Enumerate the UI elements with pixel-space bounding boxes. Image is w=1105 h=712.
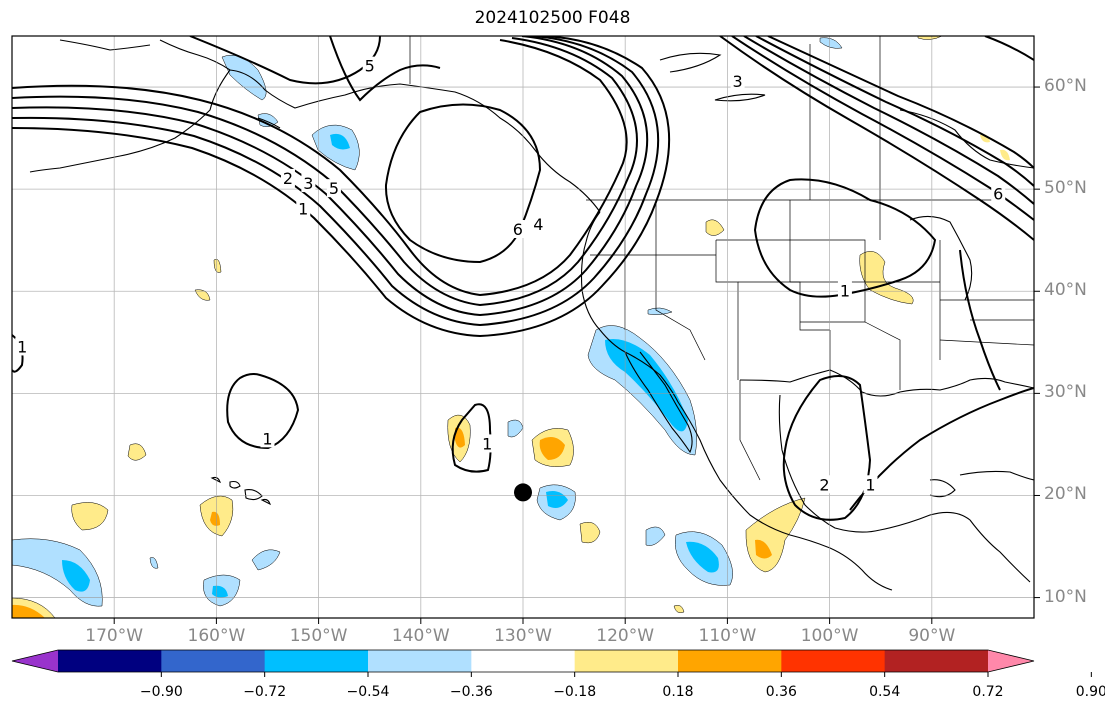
contour-label-bg (480, 434, 495, 453)
contour-label: 2 (819, 475, 829, 494)
lon-tick-label: 160°W (187, 626, 246, 646)
axis-ticks (113, 86, 1040, 624)
colorbar-segment (264, 650, 369, 672)
contour-label-bg (817, 475, 832, 494)
colorbar-segment (471, 650, 576, 672)
lon-tick-label: 170°W (85, 626, 144, 646)
lat-tick-label: 40°N (1044, 280, 1087, 301)
lon-tick-label: 90°W (908, 626, 956, 646)
contour-label-bg (991, 184, 1006, 203)
contour-label: 1 (298, 200, 308, 219)
contour-label-bg (280, 168, 295, 187)
lon-tick-label: 130°W (494, 626, 552, 646)
state-borders (409, 36, 1034, 481)
contour-label: 1 (865, 475, 875, 494)
colorbar-segment (161, 650, 266, 672)
lat-tick-label: 50°N (1044, 178, 1087, 199)
colorbar-tick-label: 0.36 (765, 684, 797, 700)
anomaly-shading (12, 36, 1010, 618)
contour-label: 1 (262, 429, 272, 448)
colorbar-segment (678, 650, 782, 672)
lat-tick-label: 60°N (1044, 76, 1087, 97)
colorbar-segment (368, 650, 472, 672)
colorbar-segment (781, 650, 886, 672)
contour-label-bg (15, 337, 30, 356)
contour-label-bg (326, 179, 341, 198)
contour-label: 5 (329, 179, 339, 198)
colorbar-segment (988, 650, 1034, 672)
colorbar-tick-label: 0.72 (972, 684, 1004, 700)
lon-tick-label: 100°W (800, 626, 859, 646)
contour-label-bg (260, 429, 275, 448)
contour-label-bg (730, 71, 745, 90)
colorbar-tick-label: 0.54 (869, 684, 901, 700)
contour-label-bg (863, 475, 878, 494)
contour-label: 1 (840, 281, 850, 300)
lon-tick-label: 110°W (698, 626, 757, 646)
contour-label-bg (837, 281, 852, 300)
colorbar-tick-label: −0.72 (243, 684, 287, 700)
contour-label: 6 (513, 220, 523, 239)
location-marker (514, 483, 532, 502)
contour-label: 3 (303, 174, 313, 193)
contour-label-bg (510, 220, 525, 238)
colorbar-tick-label: −0.54 (346, 684, 390, 700)
contour-label-bg (296, 199, 311, 218)
colorbar-segment (884, 650, 989, 672)
colorbar-segment (12, 650, 58, 672)
lat-tick-label: 20°N (1044, 484, 1087, 505)
colorbar-outline (11, 649, 1035, 673)
colorbar-tick-label: −0.18 (553, 684, 597, 700)
lat-tick-label: 30°N (1044, 382, 1087, 403)
contour-label: 6 (993, 184, 1003, 203)
lat-tick-label: 10°N (1044, 586, 1087, 607)
contour-label: 5 (365, 57, 375, 76)
lon-tick-label: 140°W (391, 626, 450, 646)
contour-label-bg (301, 174, 316, 193)
colorbar-segment (58, 650, 162, 672)
colorbar-tick-label: 0.18 (662, 684, 694, 700)
colorbar-tick-label: −0.36 (449, 684, 493, 700)
colorbar-tick-label: 0.90 (1075, 684, 1105, 700)
contour-label-bg (362, 56, 377, 75)
contour-label: 3 (733, 72, 743, 91)
coastline (29, 39, 1034, 591)
colorbar-tick-label: −0.90 (139, 684, 183, 700)
contour-label: 1 (17, 337, 27, 356)
map-title: 2024102500 F048 (474, 8, 631, 28)
contour-label: 1 (482, 434, 492, 453)
contour-label: 4 (533, 215, 543, 234)
lon-tick-label: 120°W (596, 626, 655, 646)
lon-tick-label: 150°W (289, 626, 348, 646)
colorbar (11, 649, 1092, 677)
contour-label-bg (531, 214, 546, 233)
contour-label: 2 (283, 169, 293, 188)
colorbar-segment (574, 650, 679, 672)
anomaly-contours (12, 36, 1034, 521)
